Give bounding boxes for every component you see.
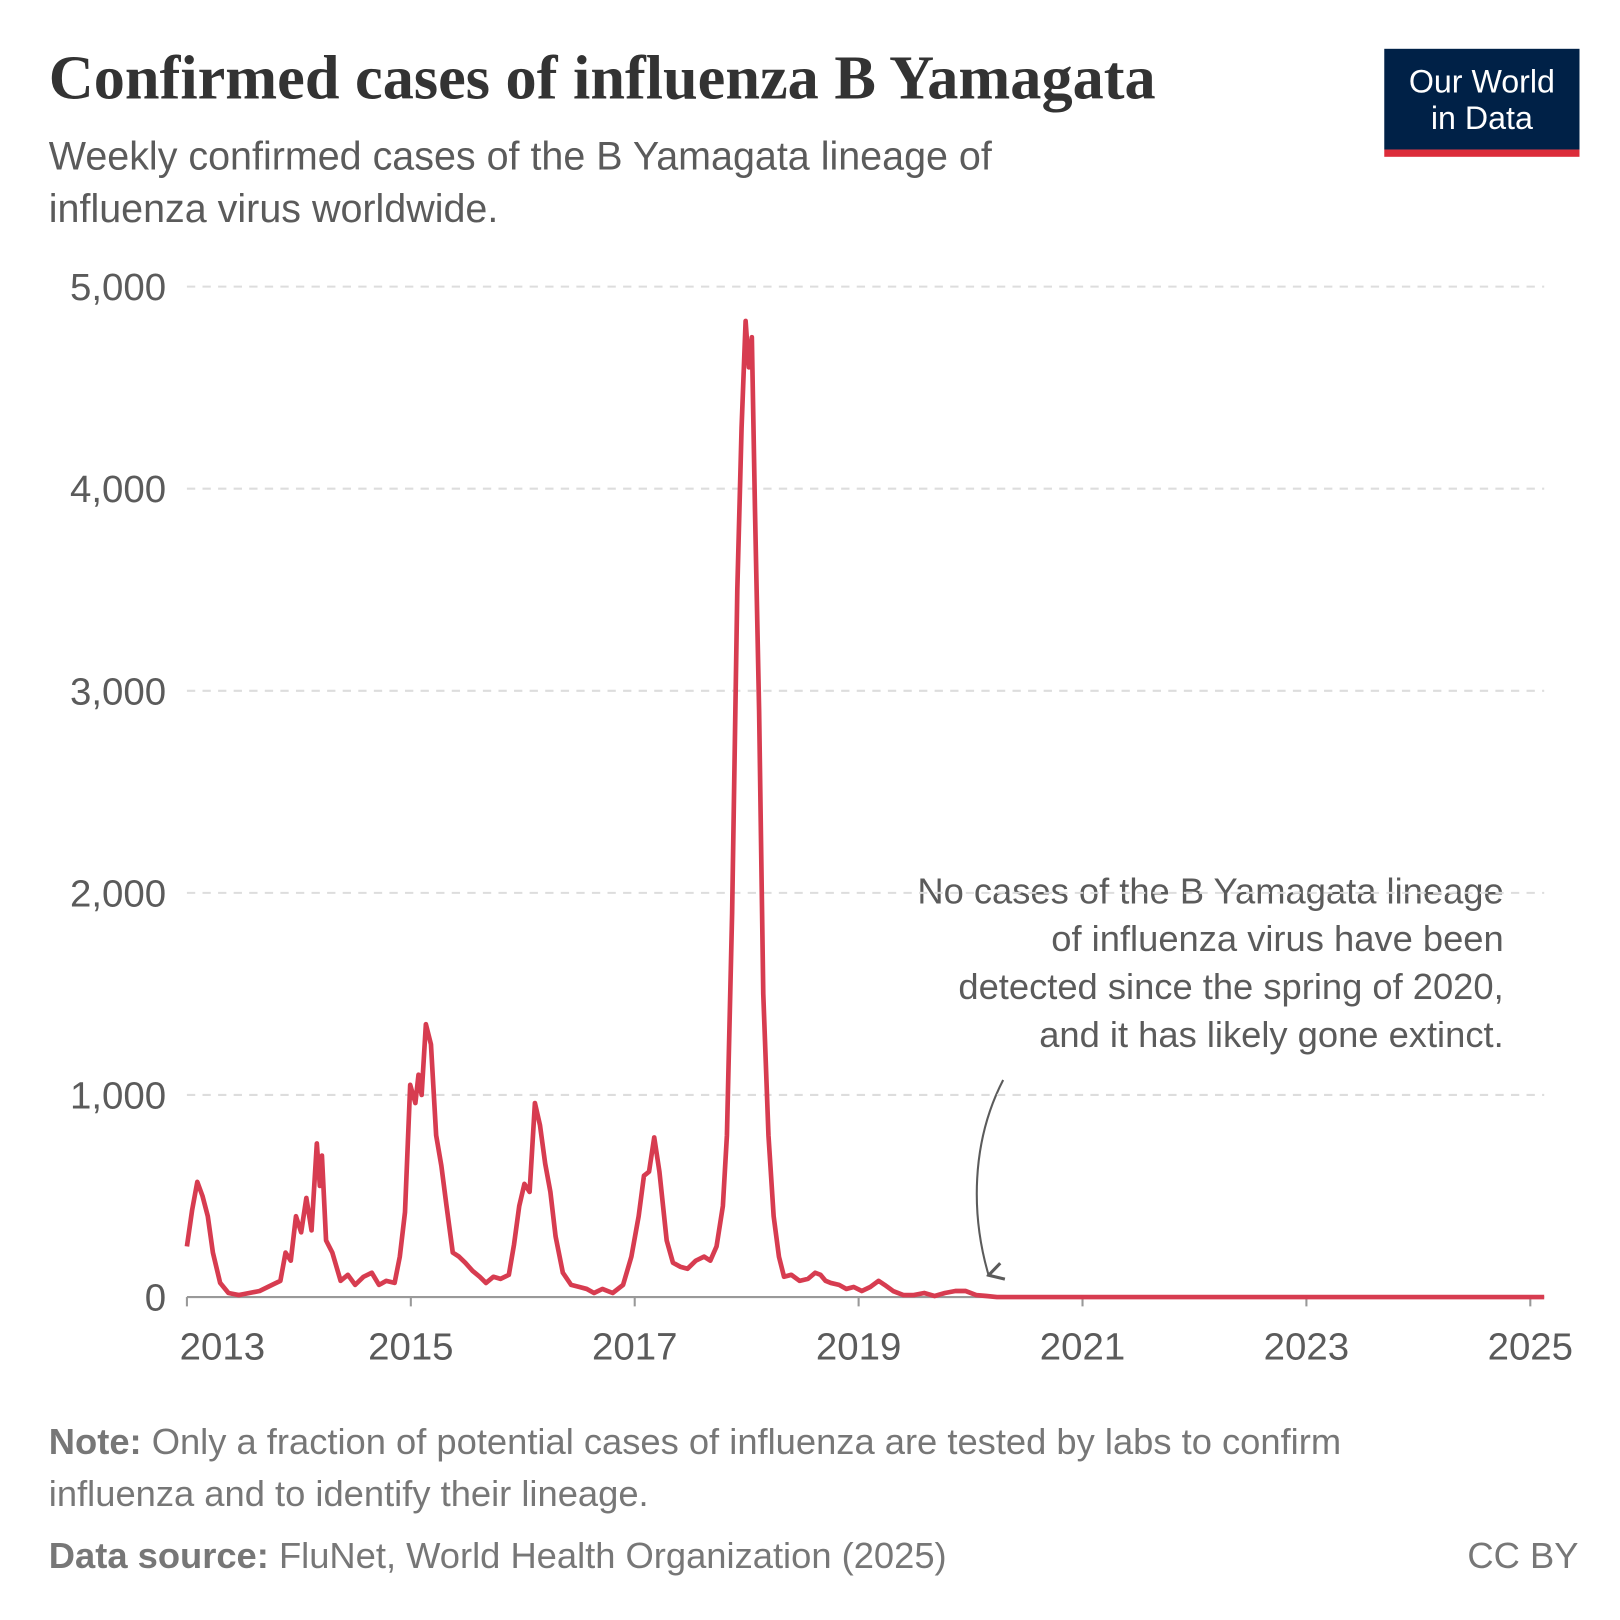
annotation-text: detected since the spring of 2020,: [958, 966, 1503, 1007]
x-tick-label: 2013: [180, 1325, 265, 1368]
source-text: FluNet, World Health Organization (2025): [279, 1535, 947, 1576]
y-tick-label: 1,000: [70, 1074, 166, 1117]
logo-text: in Data: [1431, 100, 1533, 136]
x-tick-label: 2019: [816, 1325, 901, 1368]
license: CC BY: [1467, 1535, 1578, 1576]
annotation-text: and it has likely gone extinct.: [1039, 1014, 1503, 1055]
x-tick-label: 2015: [368, 1325, 453, 1368]
x-tick-label: 2021: [1040, 1325, 1125, 1368]
logo-strip: [1384, 149, 1580, 157]
logo-box: [1384, 48, 1580, 150]
annotation-text: of influenza virus have been: [1051, 918, 1503, 959]
annotation-arrow: [975, 1079, 1003, 1275]
y-tick-label: 3,000: [70, 670, 166, 713]
subtitle: influenza virus worldwide.: [49, 187, 499, 231]
line: [184, 318, 1545, 1300]
note-text: Only a fraction of potential cases of in…: [152, 1421, 1341, 1462]
subtitle: Weekly confirmed cases of the B Yamagata…: [49, 134, 993, 178]
x-tick-label: 2025: [1488, 1325, 1573, 1368]
y-tick-label: 0: [145, 1277, 166, 1320]
note-label: Note:: [49, 1421, 142, 1462]
chart-title: Confirmed cases of influenza B Yamagata: [49, 44, 1156, 113]
note: Note: Only a fraction of potential cases…: [49, 1421, 1341, 1462]
x-tick-label: 2017: [592, 1325, 677, 1368]
logo-text: Our World: [1409, 63, 1555, 99]
source-label: Data source:: [49, 1535, 269, 1576]
x-tick-label: 2023: [1264, 1325, 1349, 1368]
source: Data source: FluNet, World Health Organi…: [49, 1535, 947, 1576]
annotation-text: No cases of the B Yamagata lineage: [917, 870, 1503, 911]
note-text: influenza and to identify their lineage.: [49, 1473, 649, 1514]
y-tick-label: 2,000: [70, 872, 166, 915]
y-tick-label: 4,000: [70, 468, 166, 511]
y-tick-label: 5,000: [70, 266, 166, 309]
logo: Our World in Data: [1384, 48, 1580, 157]
plot: 0 1,000 2,000 3,000 4,000 5,000 2013 2015 2017 20…: [70, 266, 1573, 1368]
annotation: No cases of the B Yamagata lineage of in…: [917, 870, 1504, 1275]
